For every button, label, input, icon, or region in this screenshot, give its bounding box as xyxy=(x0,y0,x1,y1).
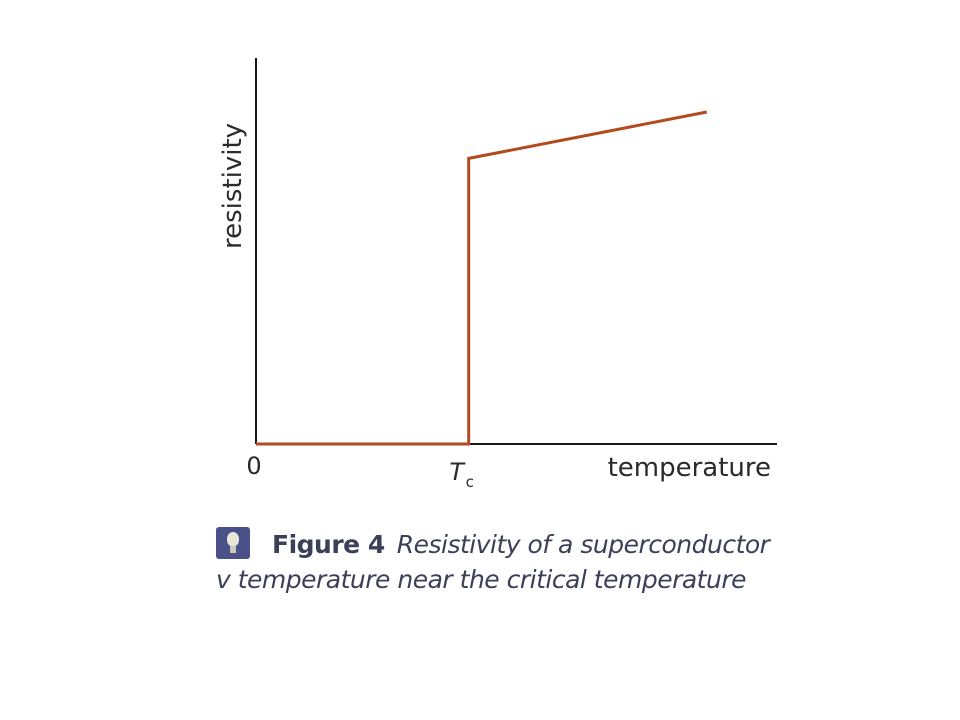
figure-caption-text: Resistivity of a superconductor v temper… xyxy=(216,530,770,594)
figure-caption: Figure 4 Resistivity of a superconductor … xyxy=(216,527,776,597)
figure-number: Figure 4 xyxy=(272,530,385,559)
lightbulb-icon xyxy=(216,527,250,559)
x-tick-origin: 0 xyxy=(246,452,261,480)
x-tick-critical-subscript: c xyxy=(466,473,474,491)
y-axis-label: resistivity xyxy=(218,123,248,249)
x-tick-critical: T xyxy=(449,458,466,486)
x-axis-label: temperature xyxy=(608,453,771,483)
resistivity-curve xyxy=(256,110,708,446)
